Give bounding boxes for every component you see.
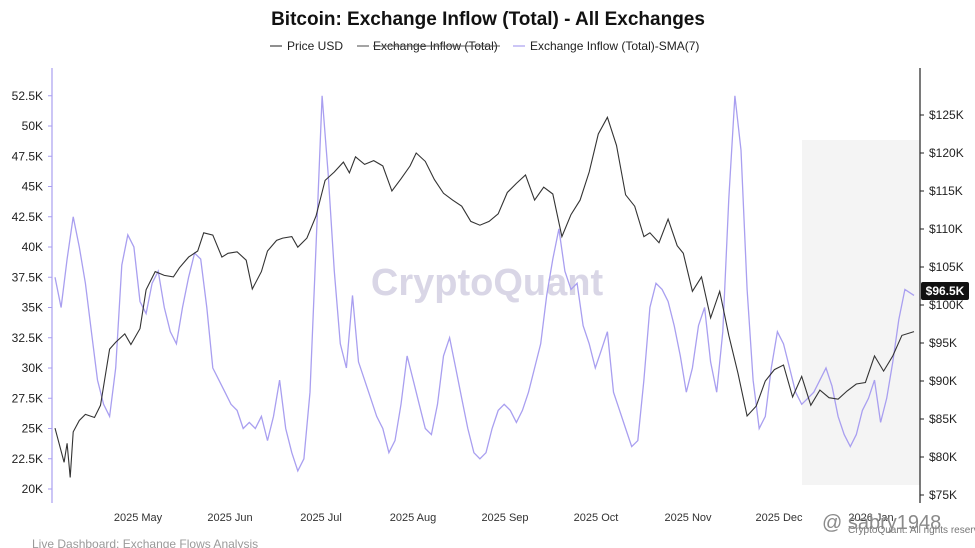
right-tick-label: $115K (929, 184, 963, 198)
copyright-watermark: CryptoQuant. All rights reserved. (848, 525, 975, 536)
legend-item-exchange-inflow[interactable]: Exchange Inflow (Total) (357, 39, 500, 53)
right-tick-label: $90K (929, 374, 957, 388)
right-tick-label: $80K (929, 450, 957, 464)
left-tick-label: 20K (22, 482, 43, 496)
left-tick-label: 50K (22, 119, 43, 133)
left-axis-ticks: 20K 22.5K 25K 27.5K 30K 32.5K 35K 37.5K 40K 42.5K… (12, 89, 52, 496)
right-tick-label: $75K (929, 488, 957, 502)
x-tick-label: 2025 Jun (207, 512, 252, 524)
footer-text: Live Dashboard: Exchange Flows Analysis (32, 537, 258, 548)
legend-label-sma: Exchange Inflow (Total)-SMA(7) (530, 39, 699, 53)
x-axis-ticks: 2025 May 2025 Jun 2025 Jul 2025 Aug 2025 Sep… (114, 512, 894, 524)
last-price-label: $96.5K (926, 284, 965, 298)
right-tick-label: $95K (929, 336, 957, 350)
left-tick-label: 47.5K (12, 149, 43, 163)
left-tick-label: 22.5K (12, 452, 43, 466)
left-tick-label: 40K (22, 240, 43, 254)
legend-item-price[interactable]: Price USD (270, 39, 343, 53)
left-tick-label: 30K (22, 361, 43, 375)
series-line-exchange-inflow-sma (54, 95, 915, 473)
right-tick-label: $110K (929, 222, 963, 236)
legend: Price USD Exchange Inflow (Total) Exchan… (270, 39, 699, 53)
chart-title: Bitcoin: Exchange Inflow (Total) - All E… (271, 9, 705, 30)
x-tick-label: 2026 Jan (848, 512, 893, 524)
right-tick-label: $100K (929, 298, 964, 312)
x-tick-label: 2025 May (114, 512, 163, 524)
left-tick-label: 32.5K (12, 331, 43, 345)
left-tick-label: 35K (22, 301, 43, 315)
right-tick-label: $105K (929, 260, 964, 274)
x-tick-label: 2025 Dec (755, 512, 803, 524)
x-tick-label: 2025 Aug (390, 512, 437, 524)
last-price-badge: $96.5K (921, 282, 969, 300)
right-tick-label: $125K (929, 108, 964, 122)
shaded-region (802, 140, 920, 485)
right-axis-ticks: $75K $80K $85K $90K $95K $100K $105K $110K $115K… (920, 108, 964, 502)
x-tick-label: 2025 Nov (664, 512, 712, 524)
x-tick-label: 2025 Oct (574, 512, 619, 524)
user-watermark-text: @ sabry1948 (822, 512, 941, 534)
x-tick-label: 2025 Jul (300, 512, 342, 524)
series-line-price-usd (54, 115, 915, 478)
left-tick-label: 42.5K (12, 210, 43, 224)
left-tick-label: 27.5K (12, 391, 43, 405)
left-tick-label: 52.5K (12, 89, 43, 103)
last-price-badge-bg (921, 282, 969, 300)
user-watermark: @ sabry1948 (822, 512, 941, 534)
left-tick-label: 45K (22, 180, 43, 194)
left-tick-label: 37.5K (12, 270, 43, 284)
right-tick-label: $85K (929, 412, 957, 426)
right-tick-label: $120K (929, 146, 964, 160)
left-tick-label: 25K (22, 422, 43, 436)
x-tick-label: 2025 Sep (481, 512, 528, 524)
legend-item-sma[interactable]: Exchange Inflow (Total)-SMA(7) (513, 39, 699, 53)
legend-label-price: Price USD (287, 39, 343, 53)
